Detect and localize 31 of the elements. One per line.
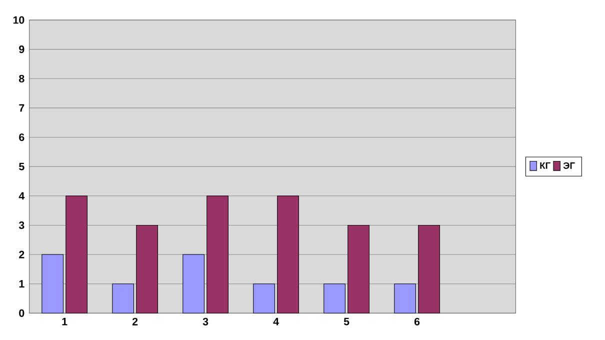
bar [66,196,88,314]
y-tick-label: 3 [18,222,24,230]
bar [277,196,299,314]
x-tick-label: 3 [202,318,208,326]
y-tick-label: 6 [19,134,24,142]
bar [324,284,346,314]
bar [253,284,275,314]
y-tick-label: 1 [19,280,24,288]
x-tick-label: 6 [414,318,420,326]
y-tick-label: 9 [19,46,24,54]
y-tick-label: 4 [18,192,25,200]
x-tick-label: 5 [344,318,350,326]
legend-label: КГ [540,162,550,169]
y-tick-label: 0 [19,309,24,318]
bar [42,254,64,314]
bar [394,284,416,314]
y-tick-label: 7 [19,104,24,112]
y-tick-label: 2 [19,250,24,258]
x-tick-label: 1 [62,318,68,326]
bar [348,225,370,314]
y-tick-label: 8 [19,74,24,82]
y-tick-label: 10 [13,16,24,24]
bar [182,254,204,314]
bar [206,196,228,314]
y-tick-label: 5 [19,162,24,170]
bar [112,284,134,314]
x-tick-label: 2 [132,318,138,326]
bar [136,225,158,314]
x-tick-label: 4 [273,318,279,326]
bar [418,225,440,314]
legend-label: ЭГ [563,162,575,170]
